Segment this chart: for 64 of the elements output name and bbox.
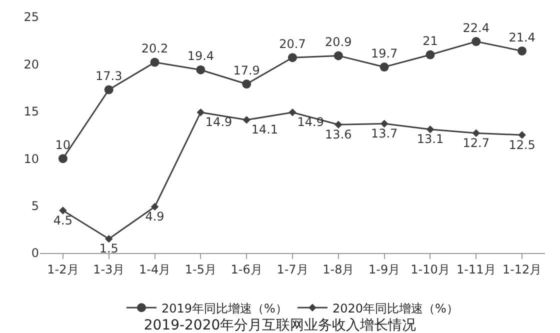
y-tick-label: 25 <box>24 10 39 24</box>
data-label: 10 <box>55 138 71 152</box>
data-label: 21 <box>422 34 438 48</box>
y-tick-label: 5 <box>31 199 39 213</box>
point <box>242 80 252 89</box>
point <box>472 129 480 138</box>
x-tick-label: 1-12月 <box>502 262 542 276</box>
point <box>334 51 343 60</box>
y-tick-label: 15 <box>24 104 39 119</box>
text: 2019-2020年分月互联网业务收入增长情况 <box>144 318 416 333</box>
y-tick-label: 10 <box>24 152 39 166</box>
data-label: 4.5 <box>53 213 72 228</box>
data-label: 14.9 <box>297 115 324 130</box>
point <box>196 108 205 116</box>
point <box>380 62 389 72</box>
x-tick-label: 1-11月 <box>456 262 496 276</box>
point <box>58 154 68 164</box>
legend-label: 2019年同比增速（%） <box>162 301 288 316</box>
x-tick-label: 1-7月 <box>276 262 308 276</box>
data-label: 13.6 <box>325 127 352 142</box>
data-label: 20.9 <box>325 35 352 50</box>
point <box>426 50 435 60</box>
y-tick-label: 20 <box>24 57 39 72</box>
point <box>518 46 527 56</box>
x-tick-label: 1-10月 <box>410 262 450 276</box>
data-label: 19.7 <box>370 46 398 60</box>
x-tick-label: 1-9月 <box>368 262 400 276</box>
x-tick-label: 1-3月 <box>93 262 125 276</box>
data-label: 22.4 <box>462 20 490 35</box>
point <box>196 65 206 74</box>
point <box>472 37 481 46</box>
y-tick-label: 0 <box>31 246 39 260</box>
x-tick-label: 1-6月 <box>230 262 262 276</box>
data-label: 17.9 <box>233 63 260 78</box>
x-tick-label: 1-2月 <box>47 262 79 276</box>
legend-label: 2020年同比增速（%） <box>332 301 458 316</box>
x-tick-label: 1-4月 <box>138 262 171 276</box>
data-label: 4.9 <box>145 209 164 224</box>
point <box>288 53 297 62</box>
point <box>59 206 67 214</box>
point <box>104 85 114 94</box>
data-label: 20.7 <box>279 36 306 51</box>
point <box>334 120 342 129</box>
point <box>288 108 296 116</box>
data-label: 14.1 <box>251 122 278 137</box>
x-tick-label: 1-5月 <box>184 262 216 276</box>
point <box>150 202 159 211</box>
point <box>518 131 526 139</box>
data-label: 13.7 <box>370 126 398 140</box>
data-label: 12.5 <box>508 138 536 152</box>
data-label: 17.3 <box>96 69 122 84</box>
x-tick-label: 1-8月 <box>322 262 354 276</box>
point <box>242 116 250 124</box>
data-label: 20.2 <box>141 42 168 56</box>
point <box>104 234 113 243</box>
point <box>380 120 388 128</box>
data-label: 12.7 <box>462 136 490 150</box>
data-label: 21.4 <box>508 30 536 44</box>
data-label: 13.1 <box>416 132 444 146</box>
point <box>150 58 160 67</box>
data-label: 1.5 <box>99 242 118 256</box>
data-label: 14.9 <box>205 115 232 130</box>
data-label: 19.4 <box>187 49 214 64</box>
point <box>426 125 434 134</box>
